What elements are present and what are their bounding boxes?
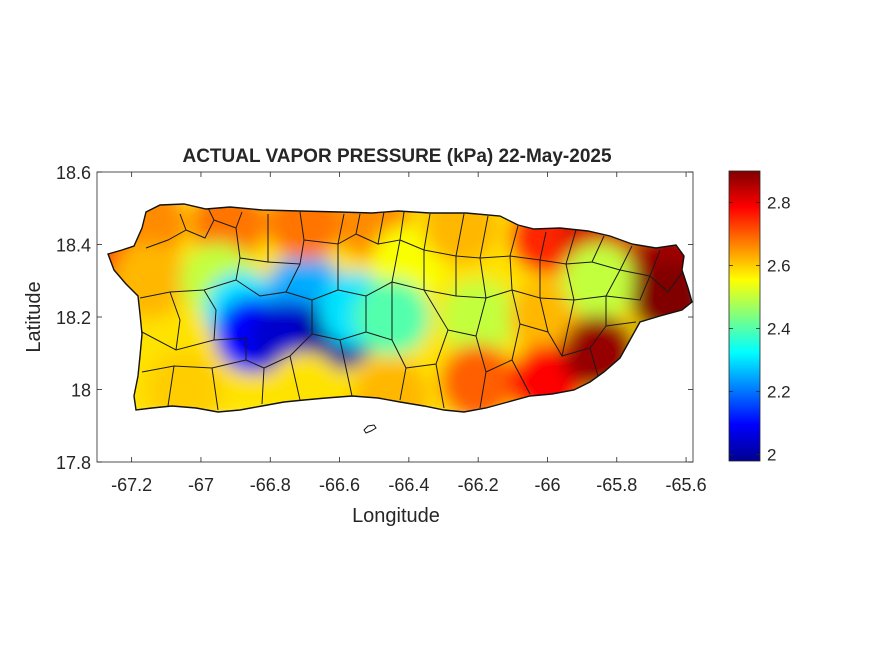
municipality-boundary-41 [339, 339, 353, 397]
municipality-boundary-49 [511, 359, 531, 395]
island-coastline [107, 203, 693, 413]
x-tick-label: -67.2 [111, 475, 152, 495]
municipality-boundary-38 [263, 300, 313, 369]
colorbar-ticks: 2 2.2 2.4 2.6 2.8 [729, 194, 791, 465]
municipality-boundary-24 [285, 244, 339, 301]
x-tick-label: -66.4 [388, 475, 429, 495]
x-tick-label: -65.8 [596, 475, 637, 495]
colorbar-tick-label: 2.6 [767, 257, 791, 276]
x-tick-label: -65.6 [666, 475, 707, 495]
municipality-boundary-21 [169, 291, 181, 351]
municipality-boundary-40 [311, 296, 367, 341]
x-tick-label: -66.8 [250, 475, 291, 495]
x-axis-label: Longitude [352, 505, 440, 527]
colorbar-tick-label: 2.2 [767, 383, 791, 402]
y-tick-label: 18.2 [56, 308, 91, 328]
x-tick-label: -66 [534, 475, 560, 495]
municipality-boundary-18 [649, 269, 685, 293]
colorbar-gradient [728, 170, 761, 462]
field-cell-26 [561, 242, 638, 319]
y-tick-label: 18.6 [56, 163, 91, 183]
municipality-boundary-1 [185, 207, 215, 239]
x-tick-label: -66.2 [458, 475, 499, 495]
x-axis: -67.2 -67 -66.8 -66.6 -66.4 -66.2 -66 -65.8 -65.… [111, 172, 707, 495]
y-axis-label: Latitude [23, 281, 45, 352]
municipality-boundary-25 [337, 239, 401, 297]
municipality-boundary-48 [485, 289, 521, 373]
y-tick-label: 17.8 [56, 453, 91, 473]
field-cell-5 [190, 204, 267, 261]
colorbar-tick-label: 2.4 [767, 320, 791, 339]
chart-title: ACTUAL VAPOR PRESSURE (kPa) 22-May-2025 [182, 146, 611, 167]
municipality-boundary-33 [605, 275, 651, 301]
municipality-boundary-3 [235, 214, 269, 263]
municipality-boundary-0 [145, 213, 187, 249]
municipality-boundary-52 [561, 296, 607, 357]
municipality-boundary-36 [211, 367, 219, 411]
municipality-boundary-39 [289, 355, 301, 401]
municipality-boundary-23 [235, 263, 301, 297]
x-tick-label: -67 [188, 475, 214, 495]
field-cell-13 [266, 204, 343, 261]
field-cell-20 [440, 279, 517, 355]
municipality-boundaries [139, 207, 685, 411]
municipality-boundary-54 [605, 321, 637, 327]
y-axis: 17.8 18 18.2 18.4 18.6 [56, 163, 693, 473]
field-cell-21 [440, 344, 517, 412]
x-tick-label: -66.6 [319, 475, 360, 495]
municipality-boundary-22 [141, 331, 247, 351]
colorbar: 2 2.2 2.4 2.6 2.8 [728, 170, 791, 465]
colorbar-tick-label: 2.8 [767, 194, 791, 213]
field-cell-18 [353, 358, 430, 412]
municipality-boundary-35 [167, 365, 175, 407]
municipality-boundary-20 [203, 289, 217, 341]
municipality-boundary-4 [267, 211, 305, 265]
municipality-boundary-53 [589, 347, 599, 377]
y-tick-label: 18 [71, 381, 91, 401]
municipality-boundary-45 [435, 363, 445, 409]
offshore-islet [363, 424, 377, 434]
colorbar-tick-label: 2 [767, 446, 776, 465]
municipality-boundary-44 [405, 289, 449, 369]
y-tick-label: 18.4 [56, 236, 91, 256]
map-plot-area [96, 171, 694, 463]
